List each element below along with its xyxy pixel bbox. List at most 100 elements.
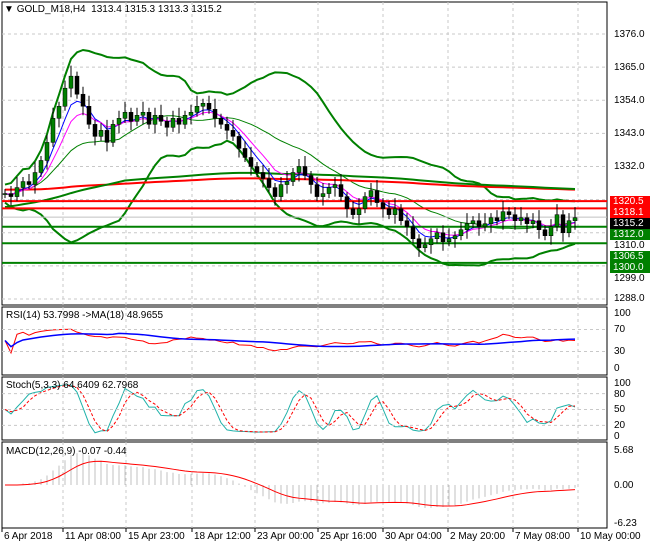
candle-body	[368, 190, 374, 197]
candle-body	[308, 175, 314, 185]
candle-body	[182, 115, 188, 125]
candle-body	[56, 106, 62, 119]
indicator-axis-label: 80	[614, 388, 626, 400]
price-axis-label: 1354.0	[614, 94, 645, 106]
time-axis-label: 2 May 20:00	[450, 531, 506, 542]
macd-label: MACD(12,26,9) -0.07 -0.44	[6, 446, 127, 457]
indicator-axis-label: 0	[614, 362, 620, 374]
price-axis-label: 1299.0	[614, 272, 645, 284]
indicator-axis-label: 5.68	[614, 444, 634, 456]
macd-signal-line	[4, 460, 576, 507]
candle-body	[38, 160, 44, 173]
current-price-tag: 1315.2	[610, 217, 650, 229]
indicator-axis-label: 100	[614, 377, 631, 389]
candle-body	[200, 103, 206, 107]
level-price-tag: 1320.5	[610, 195, 650, 207]
candle-body	[362, 196, 368, 209]
candle-body	[236, 136, 242, 149]
ma-slow-green	[4, 171, 576, 209]
collapse-triangle-icon[interactable]: ▼	[4, 4, 14, 15]
candle-body	[344, 196, 350, 209]
candle-body	[212, 109, 218, 119]
indicator-axis-label: -6.23	[614, 517, 637, 529]
candle-body	[512, 214, 518, 221]
candle-body	[458, 229, 464, 236]
candle-body	[2, 193, 8, 195]
ema-fast-magenta	[4, 111, 576, 236]
price-axis-label: 1343.0	[614, 127, 645, 139]
candle-body	[572, 217, 578, 221]
candle-body	[530, 220, 536, 224]
candle-body	[218, 118, 224, 125]
candle-body	[14, 187, 20, 197]
level-price-tag: 1312.0	[610, 228, 650, 240]
candle-body	[434, 232, 440, 239]
ma-slow-red	[4, 177, 576, 191]
candle-body	[446, 238, 452, 243]
candle-body	[230, 130, 236, 137]
candle-body	[548, 226, 554, 236]
candle-body	[554, 214, 560, 227]
candle-body	[92, 124, 98, 137]
price-axis-label: 1365.0	[614, 61, 645, 73]
candle-body	[488, 217, 494, 224]
candle-body	[44, 142, 50, 161]
candle-body	[176, 118, 182, 125]
candle-body	[560, 214, 566, 233]
indicator-axis-label: 50	[614, 404, 626, 415]
candle-body	[524, 217, 530, 224]
candle-body	[110, 124, 116, 143]
candle-body	[542, 229, 548, 236]
candle-body	[536, 220, 542, 230]
candle-body	[494, 217, 500, 221]
candle-body	[500, 211, 506, 221]
panel-0	[1, 1, 608, 306]
candle-body	[404, 220, 410, 227]
ohlc-label: 1313.4 1315.3 1313.3 1315.2	[91, 4, 222, 15]
candle-body	[284, 181, 290, 185]
candle-body	[398, 208, 404, 221]
candle-body	[386, 208, 392, 215]
price-axis-label: 1288.0	[614, 293, 645, 305]
candle-body	[254, 166, 260, 173]
symbol-label: GOLD_M18,H4	[16, 4, 86, 15]
candle-body	[452, 235, 458, 239]
candle-body	[122, 112, 128, 119]
candle-body	[140, 112, 146, 116]
candle-body	[290, 172, 296, 182]
candle-body	[116, 118, 122, 125]
candle-body	[506, 211, 512, 215]
panel-1	[1, 306, 608, 376]
time-axis-label: 25 Apr 16:00	[320, 531, 377, 542]
candle-body	[380, 202, 386, 209]
candle-body	[416, 238, 422, 249]
candle-body	[356, 208, 362, 215]
candle-body	[296, 166, 302, 173]
candle-body	[62, 87, 68, 107]
candle-body	[194, 106, 200, 113]
time-axis-label: 23 Apr 00:00	[257, 531, 314, 542]
rsi-line	[4, 328, 576, 355]
candle-body	[224, 124, 230, 131]
candle-body	[74, 75, 80, 95]
stoch-k-line	[4, 384, 576, 434]
candle-body	[566, 220, 572, 233]
candle-body	[392, 208, 398, 215]
price-axis-label: 1310.0	[614, 239, 645, 251]
stoch-d-line	[4, 384, 576, 433]
bollinger-lower	[4, 139, 576, 267]
price-axis-label: 1376.0	[614, 28, 645, 40]
candle-body	[206, 103, 212, 110]
candle-body	[50, 118, 56, 143]
candle-body	[476, 220, 482, 227]
level-price-tag: 1318.1	[610, 206, 650, 218]
candle-body	[326, 187, 332, 194]
candle-body	[104, 130, 110, 143]
candle-body	[128, 112, 134, 122]
candle-body	[260, 172, 266, 179]
candle-body	[518, 217, 524, 221]
candle-body	[98, 130, 104, 137]
candle-body	[278, 184, 284, 197]
level-price-tag: 1306.5	[610, 250, 650, 262]
